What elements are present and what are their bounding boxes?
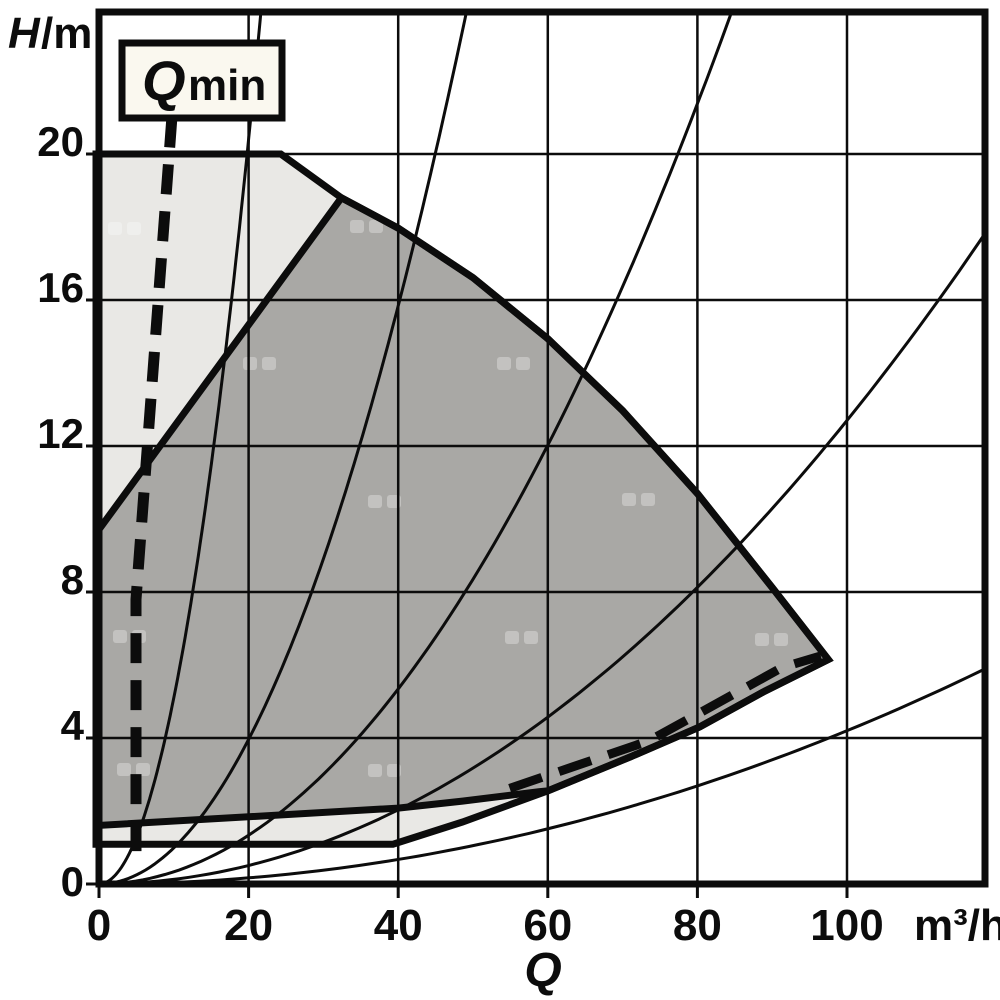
- watermark: [774, 633, 788, 646]
- system-curve: [172, 668, 982, 881]
- y-axis-unit: /m: [41, 9, 92, 58]
- qmin-label-subscript: min: [188, 61, 266, 110]
- region-outlines: [92, 150, 834, 848]
- x-tick-label: 80: [673, 901, 722, 950]
- qmin-label-symbol: Q: [142, 49, 186, 112]
- system-curve: [105, 15, 263, 881]
- limit-lines: [130, 117, 823, 859]
- axis-ticks: [86, 152, 849, 898]
- y-tick-label: 16: [37, 264, 84, 311]
- watermark: [368, 764, 382, 777]
- x-axis-symbol: Q: [524, 944, 561, 997]
- y-tick-label: 20: [37, 118, 84, 165]
- watermark: [497, 357, 511, 370]
- y-tick-label: 4: [61, 702, 85, 749]
- system-curves: [105, 15, 982, 881]
- system-curve: [141, 235, 982, 881]
- watermark: [368, 495, 382, 508]
- x-tick-label: 40: [374, 901, 423, 950]
- watermark: [622, 493, 636, 506]
- watermark: [117, 763, 131, 776]
- watermark: [136, 763, 150, 776]
- inner-operating-range: [96, 197, 829, 826]
- watermark: [505, 631, 519, 644]
- plot-frame: [95, 8, 989, 888]
- x-tick-label: 20: [224, 901, 273, 950]
- watermark: [369, 220, 383, 233]
- watermark: [641, 493, 655, 506]
- qmin-callout: Q min: [118, 39, 286, 122]
- y-tick-label: 12: [37, 410, 84, 457]
- x-tick-label: 60: [523, 901, 572, 950]
- watermark: [262, 357, 276, 370]
- x-tick-label: 100: [810, 901, 883, 950]
- watermark: [755, 633, 769, 646]
- watermark: [516, 357, 530, 370]
- watermark: [127, 222, 141, 235]
- y-tick-label: 0: [61, 858, 84, 905]
- system-curve: [124, 15, 733, 881]
- watermark: [524, 631, 538, 644]
- y-tick-label: 8: [61, 556, 84, 603]
- watermark: [113, 630, 127, 643]
- watermark: [350, 220, 364, 233]
- min-flow-dashed-line: [508, 651, 823, 793]
- y-axis-symbol: H: [8, 9, 41, 58]
- qmin-dashed-line: [130, 117, 178, 859]
- axis-tick-labels: 0 20 40 60 80 100 0 4 8 12 16 20: [37, 118, 883, 950]
- watermark: [108, 222, 122, 235]
- qmin-label-box: [118, 39, 286, 122]
- inner-operating-range-outline: [92, 193, 834, 830]
- x-tick-label: 0: [87, 901, 111, 950]
- system-curve: [113, 15, 468, 881]
- x-axis-unit: m³/h: [914, 901, 1000, 950]
- watermark: [243, 357, 257, 370]
